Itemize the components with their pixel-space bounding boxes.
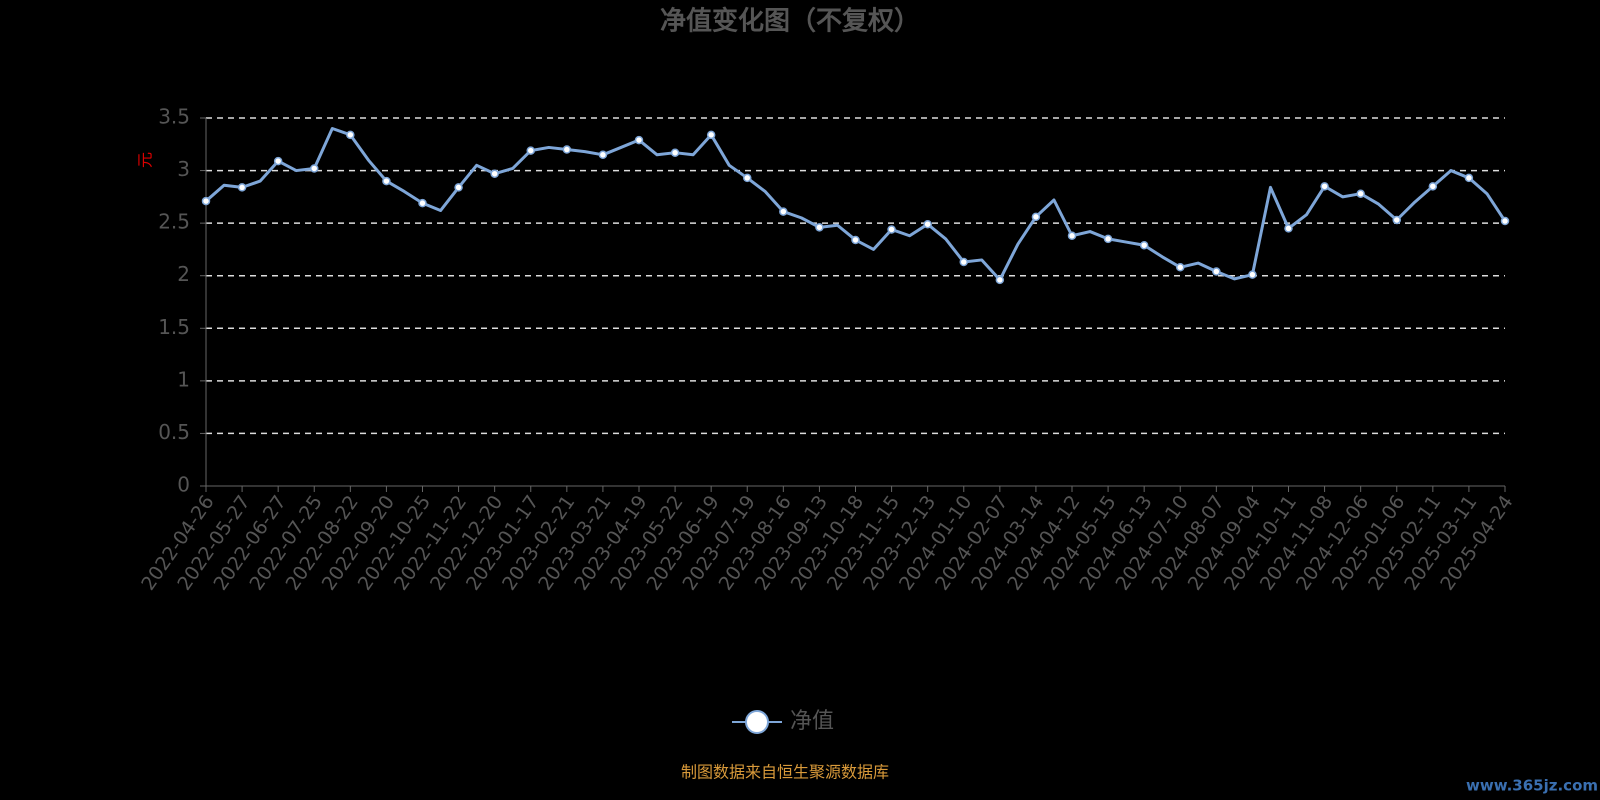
- y-tick-label: 0: [177, 473, 190, 497]
- point: [1212, 267, 1221, 276]
- point: [1320, 182, 1329, 191]
- point: [706, 130, 716, 140]
- point: [1284, 224, 1293, 233]
- line: [205, 127, 1507, 282]
- point: [490, 169, 499, 178]
- point: [1031, 212, 1041, 222]
- point: [779, 207, 788, 216]
- point: [959, 257, 968, 267]
- point: [346, 130, 355, 140]
- y-tick-label: 2: [177, 262, 190, 286]
- point: [851, 235, 860, 245]
- chart-title: 净值变化图（不复权）: [660, 6, 920, 37]
- point: [562, 145, 572, 154]
- point: [1139, 240, 1149, 250]
- point: [1248, 270, 1257, 279]
- point: [1356, 189, 1365, 198]
- point: [923, 219, 932, 229]
- point: [237, 183, 247, 192]
- point: [1500, 216, 1510, 226]
- point: [526, 146, 535, 155]
- point: [1464, 173, 1474, 183]
- point: [887, 225, 896, 234]
- point: [995, 275, 1005, 285]
- point: [743, 173, 752, 183]
- point: [1428, 182, 1438, 191]
- legend-marker: [745, 710, 769, 734]
- point: [1103, 234, 1113, 244]
- y-tick-label: 1.5: [158, 315, 190, 339]
- y-tick-label: 0.5: [158, 420, 190, 444]
- source-note: 制图数据来自恒生聚源数据库: [681, 763, 889, 782]
- point: [815, 223, 824, 232]
- point: [418, 198, 427, 208]
- watermark: www.365jz.com: [1466, 777, 1598, 795]
- point: [598, 150, 608, 160]
- point: [1067, 231, 1077, 241]
- y-tick-label: 3: [177, 157, 190, 181]
- legend-label: 净值: [790, 709, 834, 734]
- point: [201, 196, 211, 206]
- point: [634, 135, 644, 145]
- point: [670, 148, 680, 157]
- y-tick-label: 3.5: [158, 105, 190, 129]
- point: [310, 164, 319, 173]
- y-tick-label: 2.5: [158, 210, 190, 234]
- point: [273, 156, 283, 166]
- y-axis-label: 元: [136, 152, 155, 168]
- y-tick-label: 1: [177, 367, 190, 391]
- point: [454, 183, 463, 192]
- point: [1392, 215, 1401, 225]
- point: [1176, 263, 1185, 272]
- point: [382, 176, 391, 186]
